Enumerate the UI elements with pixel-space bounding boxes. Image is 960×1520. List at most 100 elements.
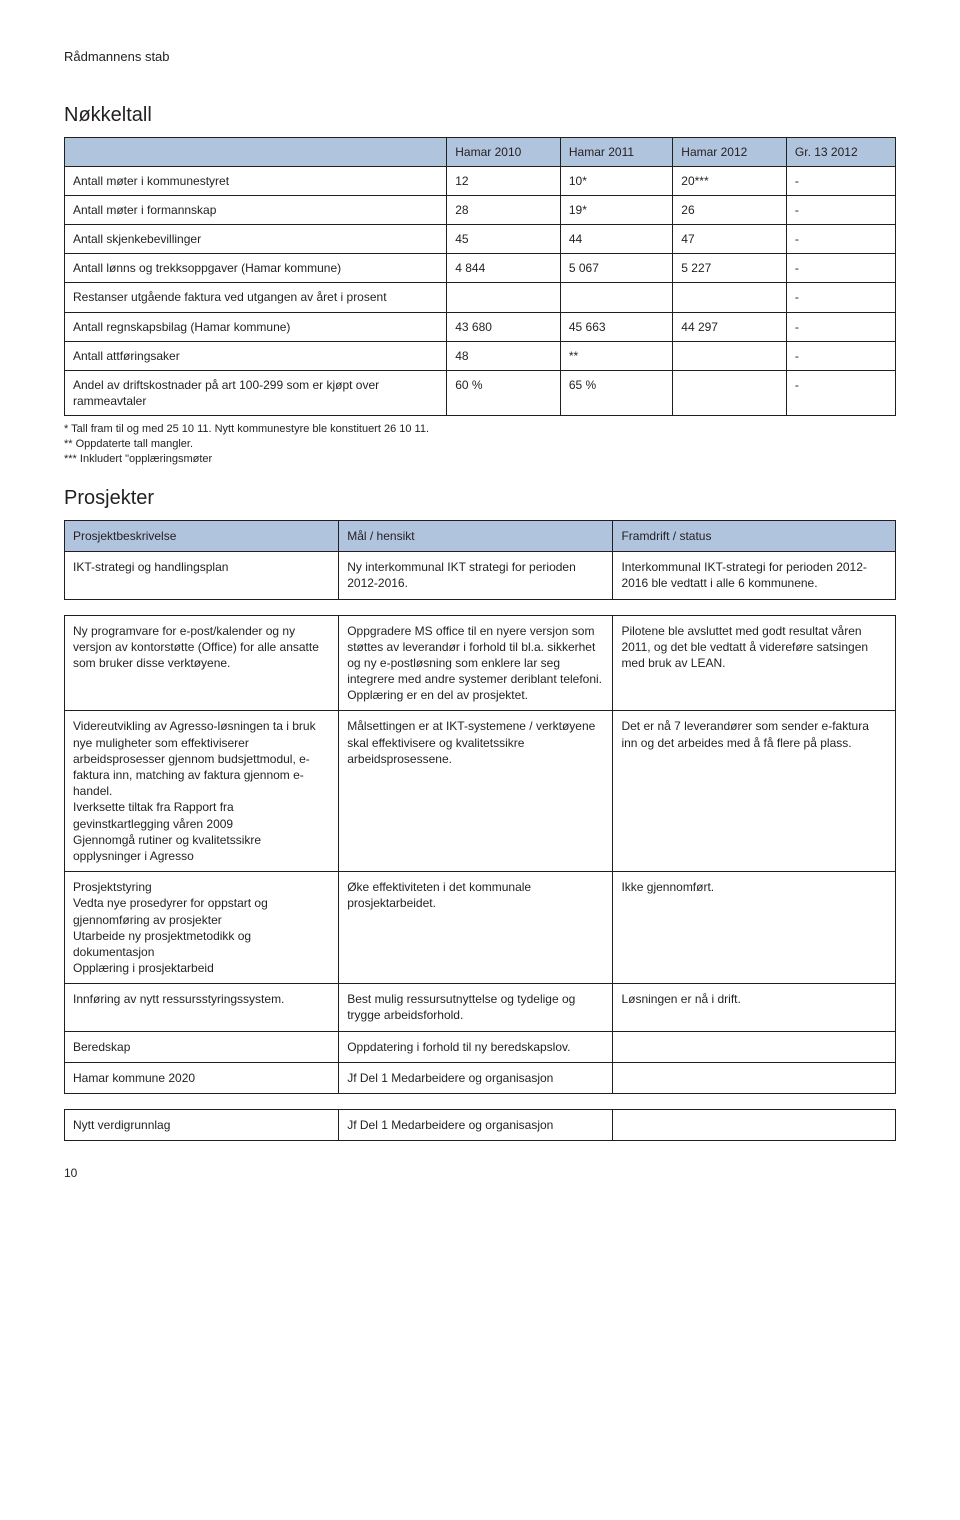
row-value: 20*** [673,166,787,195]
row-value [673,371,787,416]
nokkeltall-tbody: Antall møter i kommunestyret1210*20***-A… [65,166,896,416]
table-row: Nytt verdigrunnlagJf Del 1 Medarbeidere … [65,1110,896,1141]
nokkeltall-col-1: Hamar 2010 [447,137,561,166]
table-row: Antall møter i kommunestyret1210*20***- [65,166,896,195]
nokkeltall-table: Hamar 2010 Hamar 2011 Hamar 2012 Gr. 13 … [64,137,896,417]
row-value: 48 [447,341,561,370]
table-row: Innføring av nytt ressursstyringssystem.… [65,984,896,1031]
page-header: Rådmannens stab [64,48,896,66]
prosjekter-header-row: Prosjektbeskrivelse Mål / hensikt Framdr… [65,520,896,551]
row-value: 26 [673,195,787,224]
spacer-row [65,1094,896,1110]
row-value [560,283,672,312]
row-value: - [786,371,895,416]
table-row: Restanser utgående faktura ved utgangen … [65,283,896,312]
project-status: Interkommunal IKT-strategi for perioden … [613,552,896,599]
row-value: - [786,283,895,312]
row-value: 5 227 [673,254,787,283]
project-goal: Ny interkommunal IKT strategi for period… [339,552,613,599]
project-status: Ikke gjennomført. [613,872,896,984]
row-value: 44 297 [673,312,787,341]
row-value [447,283,561,312]
row-value: - [786,166,895,195]
nokkeltall-header-row: Hamar 2010 Hamar 2011 Hamar 2012 Gr. 13 … [65,137,896,166]
row-value: ** [560,341,672,370]
project-status [613,1062,896,1093]
row-value: 4 844 [447,254,561,283]
row-value: 65 % [560,371,672,416]
project-goal: Øke effektiviteten i det kommunale prosj… [339,872,613,984]
project-status [613,1031,896,1062]
table-row: Ny programvare for e-post/kalender og ny… [65,615,896,711]
project-desc: Ny programvare for e-post/kalender og ny… [65,615,339,711]
project-desc: Videreutvikling av Agresso-løsningen ta … [65,711,339,872]
table-row: IKT-strategi og handlingsplanNy interkom… [65,552,896,599]
row-label: Antall møter i kommunestyret [65,166,447,195]
prosjekter-title: Prosjekter [64,485,896,512]
row-value: 5 067 [560,254,672,283]
row-value: 60 % [447,371,561,416]
footnote-2: ** Oppdaterte tall mangler. [64,437,896,452]
row-value [673,341,787,370]
row-value: - [786,312,895,341]
project-desc: Hamar kommune 2020 [65,1062,339,1093]
table-row: Antall lønns og trekksoppgaver (Hamar ko… [65,254,896,283]
row-value: 45 663 [560,312,672,341]
project-status: Pilotene ble avsluttet med godt resultat… [613,615,896,711]
row-value: 10* [560,166,672,195]
table-row: Videreutvikling av Agresso-løsningen ta … [65,711,896,872]
table-row: BeredskapOppdatering i forhold til ny be… [65,1031,896,1062]
project-goal: Jf Del 1 Medarbeidere og organisasjon [339,1062,613,1093]
project-desc: Beredskap [65,1031,339,1062]
prosjekter-col-2: Framdrift / status [613,520,896,551]
table-row: Antall attføringsaker48**- [65,341,896,370]
row-value: 12 [447,166,561,195]
nokkeltall-col-0 [65,137,447,166]
row-value: 45 [447,225,561,254]
row-label: Antall lønns og trekksoppgaver (Hamar ko… [65,254,447,283]
project-status: Det er nå 7 leverandører som sender e-fa… [613,711,896,872]
row-value: - [786,195,895,224]
row-label: Antall regnskapsbilag (Hamar kommune) [65,312,447,341]
table-row: ProsjektstyringVedta nye prosedyrer for … [65,872,896,984]
row-value: - [786,225,895,254]
prosjekter-tbody: IKT-strategi og handlingsplanNy interkom… [65,552,896,1141]
nokkeltall-col-4: Gr. 13 2012 [786,137,895,166]
table-row: Antall skjenkebevillinger454447- [65,225,896,254]
row-value: 44 [560,225,672,254]
prosjekter-col-1: Mål / hensikt [339,520,613,551]
row-label: Restanser utgående faktura ved utgangen … [65,283,447,312]
prosjekter-table: Prosjektbeskrivelse Mål / hensikt Framdr… [64,520,896,1141]
nokkeltall-col-2: Hamar 2011 [560,137,672,166]
project-status: Løsningen er nå i drift. [613,984,896,1031]
table-row: Antall regnskapsbilag (Hamar kommune)43 … [65,312,896,341]
nokkeltall-col-3: Hamar 2012 [673,137,787,166]
project-goal: Oppgradere MS office til en nyere versjo… [339,615,613,711]
footnote-1: * Tall fram til og med 25 10 11. Nytt ko… [64,422,896,437]
table-row: Antall møter i formannskap2819*26- [65,195,896,224]
project-goal: Oppdatering i forhold til ny beredskapsl… [339,1031,613,1062]
project-status [613,1110,896,1141]
row-value: 19* [560,195,672,224]
table-row: Andel av driftskostnader på art 100-299 … [65,371,896,416]
nokkeltall-title: Nøkkeltall [64,102,896,129]
row-value: 28 [447,195,561,224]
row-label: Antall møter i formannskap [65,195,447,224]
spacer-row [65,599,896,615]
project-desc: ProsjektstyringVedta nye prosedyrer for … [65,872,339,984]
project-goal: Målsettingen er at IKT-systemene / verkt… [339,711,613,872]
row-label: Antall attføringsaker [65,341,447,370]
project-desc: IKT-strategi og handlingsplan [65,552,339,599]
row-value: 43 680 [447,312,561,341]
project-goal: Best mulig ressursutnyttelse og tydelige… [339,984,613,1031]
row-value: 47 [673,225,787,254]
footnote-3: *** Inkludert "opplæringsmøter [64,452,896,467]
row-label: Antall skjenkebevillinger [65,225,447,254]
page-number: 10 [64,1165,77,1181]
row-label: Andel av driftskostnader på art 100-299 … [65,371,447,416]
row-value [673,283,787,312]
project-goal: Jf Del 1 Medarbeidere og organisasjon [339,1110,613,1141]
project-desc: Nytt verdigrunnlag [65,1110,339,1141]
project-desc: Innføring av nytt ressursstyringssystem. [65,984,339,1031]
nokkeltall-footnotes: * Tall fram til og med 25 10 11. Nytt ko… [64,422,896,467]
